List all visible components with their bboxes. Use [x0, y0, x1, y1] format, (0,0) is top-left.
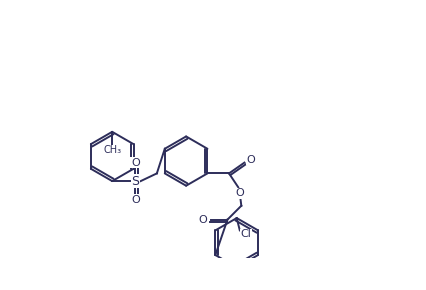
Text: CH₃: CH₃ [103, 145, 121, 155]
Text: O: O [235, 188, 244, 198]
Text: O: O [246, 155, 254, 164]
Text: S: S [131, 175, 139, 188]
Text: O: O [131, 195, 139, 204]
Text: Cl: Cl [240, 229, 251, 239]
Text: O: O [131, 158, 139, 168]
Text: O: O [198, 215, 207, 224]
